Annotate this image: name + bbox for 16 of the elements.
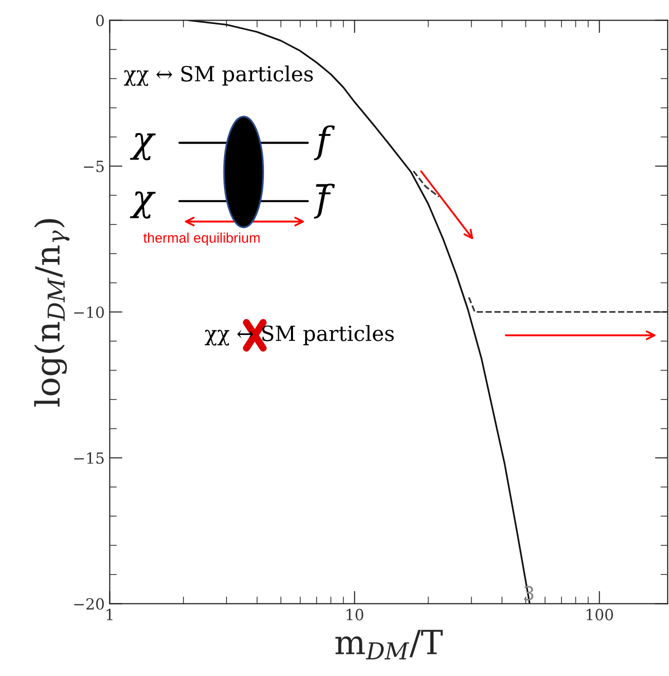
x-tick-label: 1 <box>106 608 112 620</box>
y-tick-label: 0 <box>96 14 104 26</box>
y-tick-label: −20 <box>74 598 104 610</box>
annotation: f <box>314 125 335 160</box>
x-tick-label: 100 <box>586 608 613 620</box>
y-axis-title: log(n$_{DM}$/n$_{γ}$) <box>34 219 70 407</box>
y-tick-label: −10 <box>74 306 104 318</box>
annotation: thermal equilibrium <box>143 232 260 246</box>
x-axis-title: m$_{DM}$/T <box>335 630 443 660</box>
y-tick-label: −15 <box>74 452 104 464</box>
annotation: χχ ↔ SM particles <box>124 65 313 86</box>
annotation: χ <box>130 191 156 219</box>
x-tick-label: 10 <box>346 608 364 620</box>
y-tick-label: −5 <box>84 160 104 172</box>
annotation: f̄ <box>314 184 335 219</box>
annotation: χ <box>130 132 156 160</box>
